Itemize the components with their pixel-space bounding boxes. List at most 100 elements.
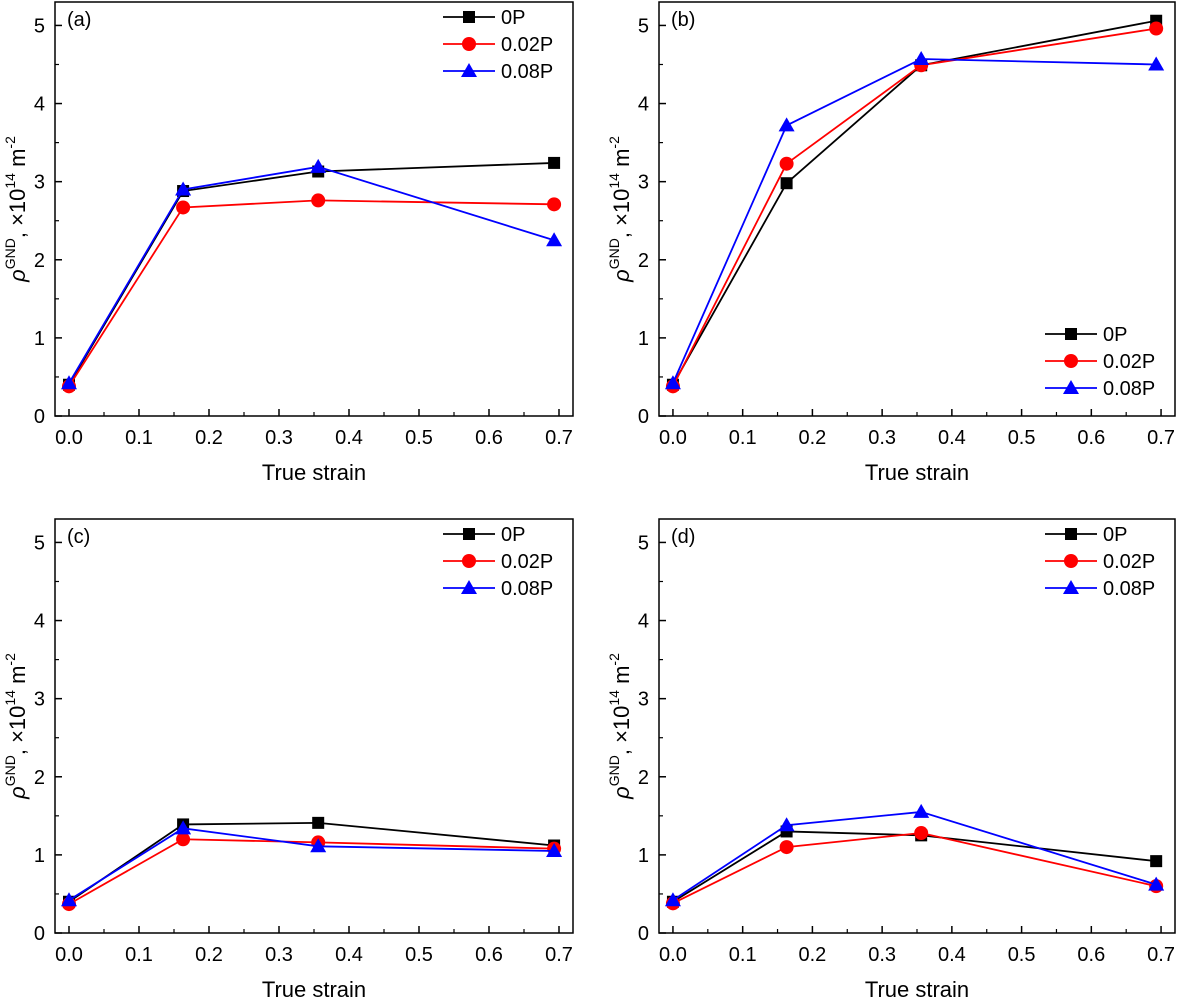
x-tick-label: 0.6 xyxy=(1077,427,1105,449)
data-point xyxy=(176,200,191,215)
y-axis-label: ρGND, ×1014 m-2 xyxy=(606,653,634,800)
legend-label: 0P xyxy=(501,7,525,29)
series-line xyxy=(672,27,1157,387)
x-axis-label: True strain xyxy=(262,460,366,485)
legend-label: 0.02P xyxy=(501,34,553,56)
y-tick-label: 5 xyxy=(638,15,649,37)
legend-marker xyxy=(1063,580,1079,594)
y-tick-label: 3 xyxy=(34,172,45,194)
legend-marker xyxy=(462,37,476,51)
series-0.08P xyxy=(61,820,563,907)
data-point xyxy=(1150,855,1163,868)
y-tick-label: 3 xyxy=(638,689,649,711)
y-label-multiplier: , ×10 xyxy=(5,706,30,756)
x-tick-label: 0.5 xyxy=(1008,944,1036,966)
y-label-unit-exponent: -2 xyxy=(606,653,622,666)
y-label-unit-exponent: -2 xyxy=(606,136,622,149)
data-point xyxy=(664,375,681,390)
data-point xyxy=(311,193,326,208)
y-label-unit: m xyxy=(5,666,30,690)
legend-label: 0.02P xyxy=(1103,351,1155,373)
series-line xyxy=(672,19,1157,386)
x-tick-label: 0.7 xyxy=(1147,944,1175,966)
legend-label: 0.02P xyxy=(1103,551,1155,573)
x-tick-label: 0.4 xyxy=(938,427,966,449)
series-0P xyxy=(63,156,561,391)
legend: 0P 0.02P 0.08P xyxy=(1045,324,1155,400)
x-axis-label: True strain xyxy=(865,460,969,485)
legend-marker xyxy=(1063,380,1079,394)
x-tick-label: 0.7 xyxy=(545,427,573,449)
plot-frame xyxy=(658,518,1176,934)
legend-marker xyxy=(461,63,477,77)
y-tick-label: 0 xyxy=(34,923,45,945)
x-tick-label: 0.6 xyxy=(475,427,503,449)
y-label-exponent: 14 xyxy=(606,690,622,706)
y-tick-label: 3 xyxy=(638,172,649,194)
plot-frame xyxy=(54,518,574,934)
data-point xyxy=(1149,21,1164,36)
y-tick-label: 1 xyxy=(34,845,45,867)
data-point xyxy=(61,375,77,390)
y-tick-label: 0 xyxy=(638,923,649,945)
x-tick-label: 0.4 xyxy=(335,944,363,966)
y-label-unit: m xyxy=(5,149,30,173)
y-tick-label: 5 xyxy=(638,532,649,554)
series-0.02P xyxy=(62,193,562,394)
legend: 0P 0.02P 0.08P xyxy=(443,524,553,600)
x-tick-label: 0.2 xyxy=(195,944,223,966)
x-axis-label: True strain xyxy=(865,977,969,1002)
data-point xyxy=(176,832,191,847)
data-point xyxy=(61,892,77,907)
series-line xyxy=(68,821,555,903)
x-tick-label: 0.0 xyxy=(55,427,83,449)
y-tick-label: 2 xyxy=(34,767,45,789)
y-label-superscript: GND xyxy=(2,755,18,786)
series-0.02P xyxy=(665,826,1164,911)
x-tick-label: 0.2 xyxy=(798,427,826,449)
legend-label: 0P xyxy=(1103,324,1127,346)
y-label-unit: m xyxy=(609,149,634,173)
legend-label: 0.08P xyxy=(1103,378,1155,400)
panel-tag: (c) xyxy=(67,526,90,548)
panel-tag: (d) xyxy=(671,526,695,548)
x-tick-label: 0.2 xyxy=(195,427,223,449)
legend-marker xyxy=(461,580,477,594)
series-line xyxy=(68,838,555,905)
legend-label: 0.08P xyxy=(501,61,553,83)
series-0P xyxy=(63,816,561,908)
data-point xyxy=(310,838,327,853)
data-point xyxy=(175,820,192,835)
plot-frame xyxy=(54,1,574,417)
data-point xyxy=(913,803,930,818)
y-label-symbol: ρ xyxy=(609,269,634,283)
panel-2: 0.0 0.1 0.2 0.3 0.4 0.5 0.6 0.7 0 1 2 3 4 5 True strai… xyxy=(606,1,1176,485)
data-point xyxy=(778,117,795,132)
y-label-multiplier: , ×10 xyxy=(609,706,634,756)
x-tick-label: 0.3 xyxy=(265,944,293,966)
y-label-unit-exponent: -2 xyxy=(2,136,18,149)
x-tick-label: 0.1 xyxy=(125,944,153,966)
data-point xyxy=(780,177,793,190)
data-point xyxy=(1148,56,1165,71)
y-axis-label: ρGND, ×1014 m-2 xyxy=(2,136,30,283)
series-0.08P xyxy=(664,51,1165,390)
data-point xyxy=(914,826,929,841)
series-line xyxy=(672,832,1157,905)
data-point xyxy=(546,232,563,247)
legend-label: 0P xyxy=(1103,524,1127,546)
data-point xyxy=(1148,876,1165,891)
y-tick-label: 0 xyxy=(638,406,649,428)
y-tick-label: 4 xyxy=(34,94,45,116)
data-point xyxy=(664,892,681,907)
panel-tag: (b) xyxy=(671,9,695,31)
y-tick-label: 4 xyxy=(638,94,649,116)
x-tick-label: 0.4 xyxy=(335,427,363,449)
y-label-symbol: ρ xyxy=(5,269,30,283)
y-label-exponent: 14 xyxy=(2,690,18,706)
y-label-multiplier: , ×10 xyxy=(609,189,634,239)
legend-label: 0.02P xyxy=(501,551,553,573)
y-tick-label: 0 xyxy=(34,406,45,428)
legend-label: 0.08P xyxy=(1103,578,1155,600)
